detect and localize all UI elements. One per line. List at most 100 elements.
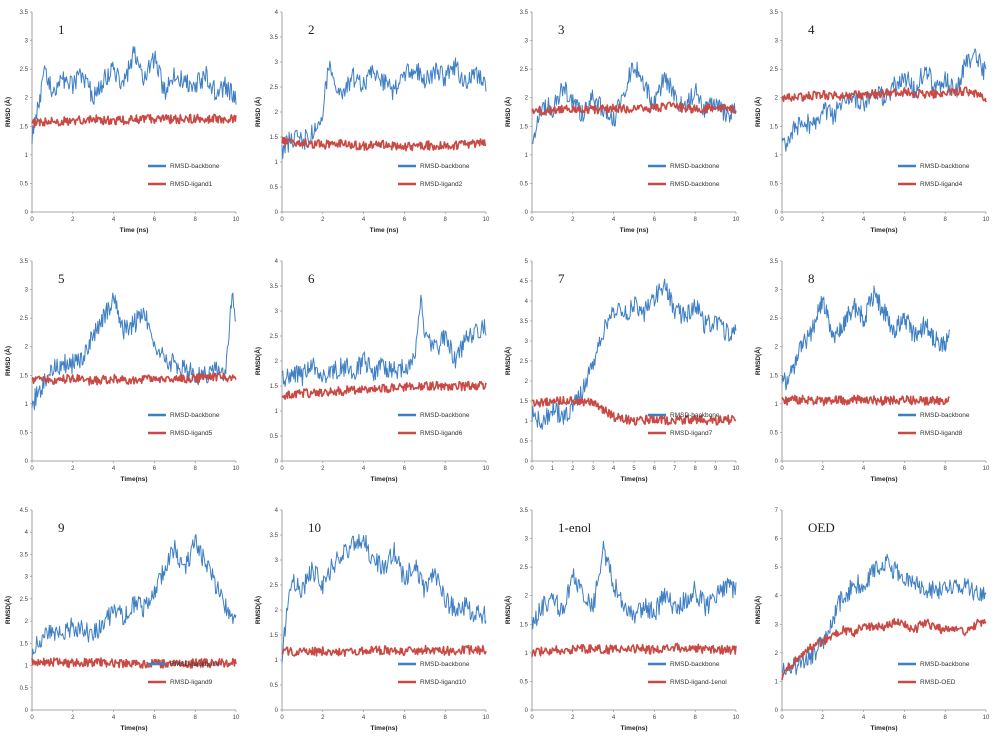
x-tick-label: 6 <box>653 466 657 472</box>
y-tick-label: 0.5 <box>770 181 779 187</box>
x-tick-label: 0 <box>530 715 534 721</box>
y-axis-label: RMSD (Å) <box>753 97 762 127</box>
chart-svg: 0 0.5 1 1.5 2 2.5 3 3.5 0 2 4 6 8 10 Time (ns) RMSD (Å)… <box>3 10 240 234</box>
y-tick-label: 1.5 <box>770 373 779 379</box>
series-line <box>531 395 737 426</box>
x-tick-label: 6 <box>903 715 907 721</box>
x-tick-label: 8 <box>944 466 948 472</box>
legend-label: RMSD-backbone <box>670 661 720 668</box>
series-line <box>281 294 487 388</box>
y-axis-label: RMSD(Å) <box>753 347 762 375</box>
legend-label: RMSD-backbone <box>920 163 970 170</box>
chart-svg: 0 0.5 1 1.5 2 2.5 3 3.5 4 4.5 0 2 4 6 8 10 Time(ns) RMSD(… <box>3 508 240 732</box>
x-axis-label: Time(ns) <box>371 725 398 732</box>
y-axis-label: RMSD(Å) <box>3 596 12 624</box>
series-line <box>281 533 487 663</box>
y-axis-label: RMSD(Å) <box>253 347 262 375</box>
series-line <box>281 380 487 400</box>
y-tick-label: 3 <box>25 575 29 581</box>
x-tick-label: 10 <box>233 466 240 472</box>
x-axis-label: Time (ns) <box>120 227 149 234</box>
y-tick-label: 0.5 <box>270 683 279 689</box>
y-tick-label: 2 <box>775 345 779 351</box>
y-tick-label: 1.5 <box>270 633 279 639</box>
x-axis-label: Time(ns) <box>371 476 398 483</box>
series-line <box>31 657 237 669</box>
chart-title: 4 <box>808 22 815 37</box>
x-tick-label: 0 <box>280 715 284 721</box>
y-tick-label: 2 <box>775 651 779 657</box>
y-tick-label: 1.5 <box>270 384 279 390</box>
x-tick-label: 8 <box>944 715 948 721</box>
chart-svg: 0 0.5 1 1.5 2 2.5 3 3.5 4 0 2 4 6 8 10 Time(ns) RMSD(Å) 6… <box>253 259 490 483</box>
x-tick-label: 10 <box>233 217 240 223</box>
legend-label: RMSD-backbone <box>170 661 220 668</box>
series-line <box>31 372 237 386</box>
legend-label: RMSD-backbone <box>420 412 470 419</box>
y-tick-label: 0.5 <box>770 430 779 436</box>
y-tick-label: 2.5 <box>520 359 529 365</box>
x-axis-label: Time(ns) <box>871 227 898 234</box>
y-tick-label: 4 <box>275 10 279 16</box>
y-tick-label: 3 <box>25 39 29 45</box>
y-tick-label: 0 <box>25 708 29 714</box>
y-tick-label: 0 <box>25 210 29 216</box>
x-tick-label: 0 <box>530 466 534 472</box>
x-tick-label: 4 <box>862 715 866 721</box>
x-tick-label: 0 <box>280 466 284 472</box>
y-tick-label: 2 <box>275 608 279 614</box>
x-axis-label: Time(ns) <box>121 476 148 483</box>
x-tick-label: 10 <box>483 466 490 472</box>
y-tick-label: 6 <box>775 537 779 543</box>
y-tick-label: 0 <box>525 459 529 465</box>
y-tick-label: 2.5 <box>270 85 279 91</box>
x-axis-label: Time (ns) <box>370 227 399 234</box>
y-tick-label: 1 <box>275 160 279 166</box>
x-tick-label: 8 <box>694 217 698 223</box>
y-axis-label: RMSD (Å) <box>253 97 262 127</box>
x-tick-label: 10 <box>983 217 990 223</box>
y-tick-label: 1 <box>525 153 529 159</box>
x-tick-label: 4 <box>362 715 366 721</box>
legend-label: RMSD-ligand2 <box>420 181 463 188</box>
y-tick-label: 1.5 <box>520 124 529 130</box>
x-tick-label: 6 <box>653 715 657 721</box>
legend-label: RMSD-backbone <box>670 412 720 419</box>
x-axis-label: Time (ns) <box>620 227 649 234</box>
x-tick-label: 2 <box>571 466 575 472</box>
chart-panel: 0 0.5 1 1.5 2 2.5 3 3.5 4 4.5 5 0 1 2 3 4 5 6 7 8 9 10 Time(ns… <box>500 249 750 498</box>
x-tick-label: 10 <box>733 466 740 472</box>
y-tick-label: 1 <box>25 153 29 159</box>
y-tick-label: 0 <box>275 459 279 465</box>
x-tick-label: 2 <box>821 466 825 472</box>
series-line <box>531 540 737 630</box>
x-tick-label: 1 <box>551 466 555 472</box>
x-tick-label: 4 <box>862 217 866 223</box>
legend-label: RMSD-OED <box>920 679 956 686</box>
legend-label: RMSD-ligand6 <box>420 430 463 437</box>
chart-svg: 0 0.5 1 1.5 2 2.5 3 3.5 0 2 4 6 8 10 Time(ns) RMSD(Å) 1-… <box>503 508 740 732</box>
y-tick-label: 1 <box>525 651 529 657</box>
y-tick-label: 1.5 <box>520 622 529 628</box>
series-line <box>531 278 737 430</box>
y-tick-label: 1.5 <box>20 641 29 647</box>
chart-title: 7 <box>558 271 565 286</box>
y-tick-label: 2.5 <box>520 565 529 571</box>
y-tick-label: 0 <box>775 210 779 216</box>
chart-title: 2 <box>308 22 315 37</box>
x-tick-label: 0 <box>780 715 784 721</box>
y-tick-label: 3 <box>775 39 779 45</box>
chart-panel: 0 0.5 1 1.5 2 2.5 3 3.5 0 2 4 6 8 10 Time(ns) RMSD (Å) 5… <box>0 249 250 498</box>
x-axis-label: Time(ns) <box>621 476 648 483</box>
x-tick-label: 5 <box>632 466 636 472</box>
y-tick-label: 3 <box>775 288 779 294</box>
y-tick-label: 1 <box>775 153 779 159</box>
x-tick-label: 6 <box>403 715 407 721</box>
series-line <box>31 113 237 129</box>
y-tick-label: 2.5 <box>270 334 279 340</box>
series-line <box>31 292 237 411</box>
y-axis-label: RMSD(Å) <box>253 596 262 624</box>
y-tick-label: 2 <box>275 110 279 116</box>
legend-label: RMSD-backbone <box>170 412 220 419</box>
